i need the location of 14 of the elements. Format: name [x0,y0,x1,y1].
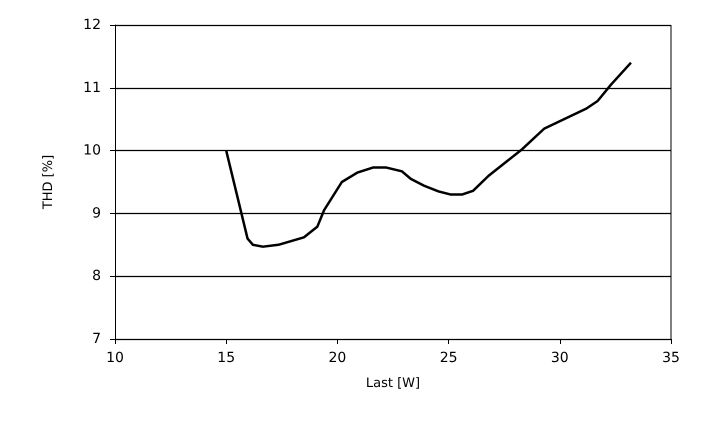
y-axis-title: THD [%] [41,154,56,210]
y-tick-label: 9 [92,205,101,222]
x-tick-label: 35 [662,350,680,366]
y-tick-label: 8 [92,268,101,284]
y-tick-label: 11 [83,80,101,96]
y-tick-label: 10 [83,142,101,159]
x-tick-label: 25 [440,350,458,366]
x-tick-label: 15 [217,350,236,366]
y-tick-label: 7 [92,331,101,347]
x-tick-label: 30 [550,350,569,366]
y-tick-label: 12 [83,17,101,33]
x-tick-label: 20 [328,350,346,366]
x-tick-label: 10 [106,350,124,366]
x-axis-title: Last [W] [366,376,420,391]
